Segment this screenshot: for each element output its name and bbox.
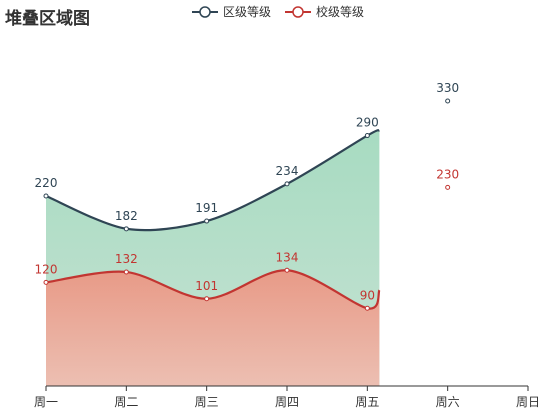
data-label: 120 — [35, 262, 58, 276]
data-point[interactable] — [445, 98, 451, 104]
legend-item-district[interactable]: 区级等级 — [192, 3, 271, 20]
x-tick-label: 周三 — [195, 395, 219, 409]
legend-swatch-school — [285, 5, 312, 18]
data-point[interactable] — [123, 269, 129, 275]
x-tick-label: 周四 — [275, 395, 299, 409]
legend-label-school: 校级等级 — [316, 5, 365, 19]
area-school — [46, 270, 380, 386]
x-axis: 周一 周二 周三 周四 周五 周六 周日 — [34, 385, 540, 409]
data-label: 182 — [115, 209, 138, 223]
x-tick-label: 周六 — [436, 395, 460, 409]
legend-label-district: 区级等级 — [223, 5, 272, 19]
data-label: 101 — [195, 279, 218, 293]
data-point[interactable] — [364, 305, 370, 311]
data-point[interactable] — [284, 181, 290, 187]
area-layer — [46, 130, 380, 386]
x-tick-label: 周二 — [114, 395, 138, 409]
data-label: 132 — [115, 252, 138, 266]
x-tick-label: 周一 — [34, 395, 58, 409]
x-tick-label: 周五 — [355, 395, 379, 409]
legend-swatch-district — [192, 5, 218, 18]
data-label: 90 — [360, 288, 375, 302]
data-label: 330 — [436, 81, 459, 95]
point-layer — [43, 98, 451, 311]
data-point[interactable] — [204, 218, 210, 224]
data-label: 290 — [356, 116, 379, 130]
x-tick-label: 周日 — [516, 395, 540, 409]
chart-title: 堆叠区域图 — [5, 9, 90, 29]
data-label: 191 — [195, 201, 218, 215]
legend: 区级等级 校级等级 — [192, 3, 364, 20]
data-point[interactable] — [204, 296, 210, 302]
data-point[interactable] — [364, 133, 370, 139]
data-label: 230 — [436, 167, 459, 181]
data-label: 134 — [276, 250, 299, 264]
data-point[interactable] — [43, 279, 49, 285]
data-point[interactable] — [123, 226, 129, 232]
data-point[interactable] — [445, 184, 451, 190]
legend-item-school[interactable]: 校级等级 — [285, 3, 364, 20]
label-layer: 220 182 191 234 290 330 120 132 101 134 90 230 — [35, 81, 460, 302]
data-point[interactable] — [43, 193, 49, 199]
data-point[interactable] — [284, 267, 290, 273]
data-label: 234 — [276, 164, 299, 178]
data-label: 220 — [35, 176, 58, 190]
